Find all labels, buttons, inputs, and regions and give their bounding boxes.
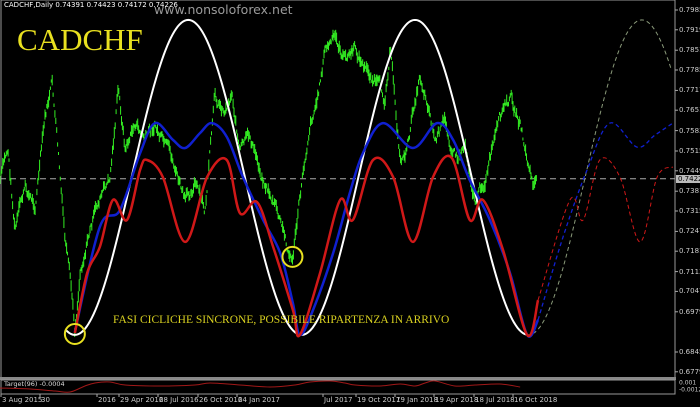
- y-tick-label: 0.67790: [679, 367, 700, 376]
- annotation-text: FASI CICLICHE SINCRONE, POSSIBILE RIPART…: [113, 314, 450, 326]
- indicator-frame: [0, 379, 676, 395]
- x-tick-label: 18 Jul 2018: [475, 396, 515, 404]
- y-tick-label: 0.70470: [679, 287, 700, 296]
- y-tick-label: 0.76510: [679, 106, 700, 115]
- cycle-low-marker: [281, 245, 304, 268]
- x-tick-label: 29 Apr 2016: [120, 396, 164, 404]
- x-tick-label: 19 Oct 2017: [357, 396, 401, 404]
- red-cycle-line: [73, 154, 540, 338]
- y-tick-label: 0.69790: [679, 307, 700, 316]
- x-tick-label: 30: [41, 396, 50, 404]
- x-tick-label: 2016: [98, 396, 116, 404]
- y-tick-label: 0.71130: [679, 267, 700, 276]
- y-tick-label: 0.78510: [679, 46, 700, 55]
- y-tick-label: 0.77170: [679, 86, 700, 95]
- x-tick-label: 3 Aug 2015: [2, 396, 43, 404]
- panel-separator: [0, 377, 676, 380]
- x-tick-label: Jul 2017: [324, 396, 353, 404]
- blue-cycle-projection: [537, 122, 674, 321]
- indicator-line: [0, 380, 521, 393]
- x-tick-label: 28 Jul 2016: [159, 396, 199, 404]
- y-tick-label: 0.73150: [679, 207, 700, 215]
- indicator-label: Target(96) -0.0004: [4, 380, 65, 388]
- y-tick-label: 0.71810: [679, 247, 700, 256]
- current-price-label: 0.74226: [676, 174, 700, 183]
- x-tick-label: 24 Jan 2017: [238, 396, 280, 404]
- y-tick-label: 0.73810: [679, 187, 700, 196]
- indicator-tick-label: 0.001: [679, 379, 697, 387]
- y-tick-label: 0.72470: [679, 227, 700, 236]
- y-tick-label: 0.74490: [679, 166, 700, 175]
- x-tick-label: 26 Oct 2016: [199, 396, 243, 404]
- y-tick-label: 0.79850: [679, 6, 700, 14]
- chart-title: CADCHF: [17, 22, 143, 57]
- y-tick-label: 0.75830: [679, 126, 700, 135]
- y-tick-label: 0.79190: [679, 25, 700, 34]
- indicator-tick-label: -0.0012: [679, 386, 700, 394]
- x-tick-label: 19 Jan 2018: [396, 396, 438, 404]
- cycle-low-marker: [63, 323, 86, 345]
- y-tick-label: 0.68450: [679, 348, 700, 356]
- sine-cycle-projection: [526, 19, 673, 336]
- y-tick-label: 0.77850: [679, 66, 700, 74]
- x-tick-label: 19 Apr 2018: [435, 396, 479, 404]
- red-cycle-projection: [537, 157, 674, 301]
- symbol-info: CADCHF,Daily 0.74391 0.74423 0.74172 0.7…: [4, 1, 178, 9]
- y-tick-label: 0.75150: [679, 147, 700, 155]
- x-tick-label: 16 Oct 2018: [514, 396, 558, 404]
- watermark: www.nonsoloforex.net: [154, 2, 293, 17]
